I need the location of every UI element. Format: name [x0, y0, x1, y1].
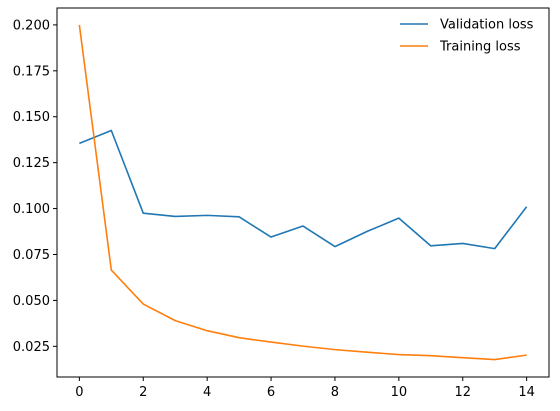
y-tick-label: 0.050	[13, 294, 50, 309]
x-tick-label: 6	[267, 385, 275, 400]
x-tick-label: 0	[75, 385, 83, 400]
y-tick-label: 0.025	[13, 340, 50, 355]
legend: Validation loss Training loss	[400, 18, 534, 55]
x-tick-label: 2	[139, 385, 147, 400]
y-tick-label: 0.100	[13, 202, 50, 217]
x-tick-label: 10	[391, 385, 408, 400]
y-tick-label: 0.075	[13, 248, 50, 263]
y-tick-label: 0.150	[13, 110, 50, 125]
y-tick-label: 0.200	[13, 18, 50, 33]
axes: 0 2 4 6 8 10 12 14 0.025 0.050 0.075 0.100 0.125 0.15…	[13, 7, 550, 400]
series-line-validation-loss	[79, 129, 528, 250]
x-tick-label: 12	[454, 385, 471, 400]
plot-frame	[56, 7, 550, 378]
x-tick-label: 8	[331, 385, 339, 400]
y-tick-label: 0.175	[13, 64, 50, 79]
legend-label-validation-loss: Validation loss	[440, 18, 534, 33]
x-tick-label: 14	[518, 385, 535, 400]
series-line-training-loss	[78, 24, 527, 361]
plot-series	[78, 24, 528, 361]
y-tick-label: 0.125	[13, 156, 50, 171]
x-tick-label: 4	[203, 385, 211, 400]
legend-label-training-loss: Training loss	[439, 40, 521, 55]
